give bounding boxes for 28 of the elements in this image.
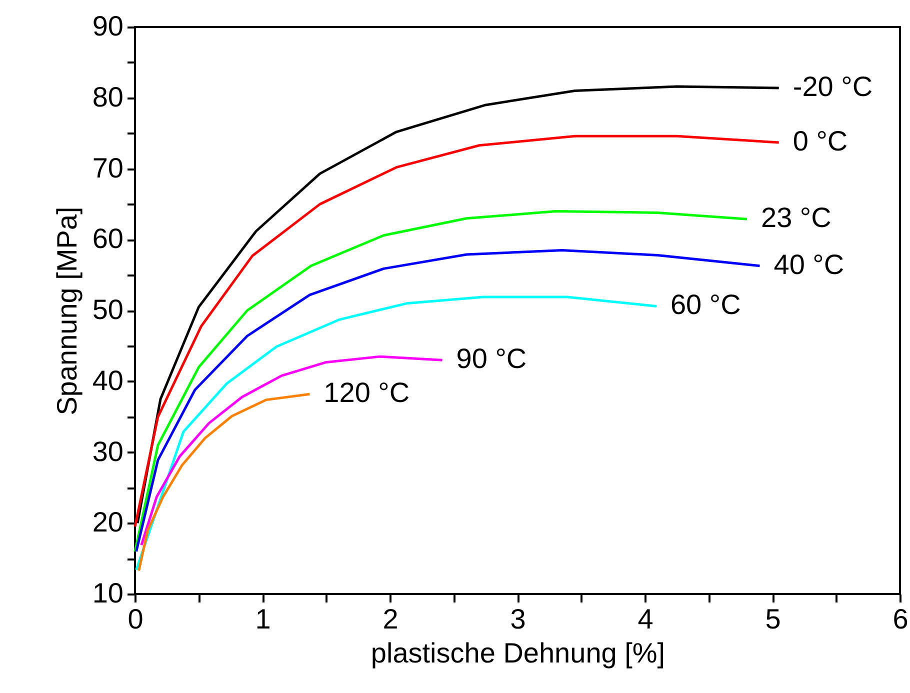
- line-series: [138, 392, 311, 572]
- line-series: [140, 355, 444, 546]
- y-tick-label: 10: [92, 578, 124, 608]
- series-label: -20 °C: [792, 70, 873, 102]
- y-tick-label: 50: [92, 294, 124, 325]
- x-axis-title: plastische Dehnung [%]: [370, 638, 666, 668]
- y-tick-label: 30: [92, 436, 124, 467]
- x-tick-label: 3: [510, 604, 526, 634]
- series-label: 0 °C: [792, 126, 848, 157]
- y-tick-label: 70: [92, 152, 124, 184]
- y-axis-title: Spannung [MPa]: [51, 206, 82, 416]
- x-tick-label: 0: [128, 604, 144, 634]
- y-tick-label: 80: [92, 81, 124, 112]
- y-tick-label: 20: [92, 506, 124, 538]
- x-tick-label: 6: [892, 604, 908, 634]
- series-label: 120 °C: [324, 377, 410, 408]
- series-label: 23 °C: [761, 202, 832, 234]
- x-tick-label: 5: [765, 604, 781, 634]
- series-label: 60 °C: [670, 289, 741, 320]
- x-tick-label: 2: [382, 604, 398, 634]
- x-tick-label: 1: [255, 604, 271, 634]
- y-tick-label: 90: [92, 10, 124, 42]
- y-tick-label: 60: [92, 223, 124, 254]
- y-tick-label: 40: [92, 364, 124, 396]
- line-series: [135, 296, 658, 572]
- series-label: 40 °C: [774, 248, 844, 280]
- series-label: 90 °C: [456, 343, 527, 374]
- x-tick-label: 4: [638, 604, 654, 634]
